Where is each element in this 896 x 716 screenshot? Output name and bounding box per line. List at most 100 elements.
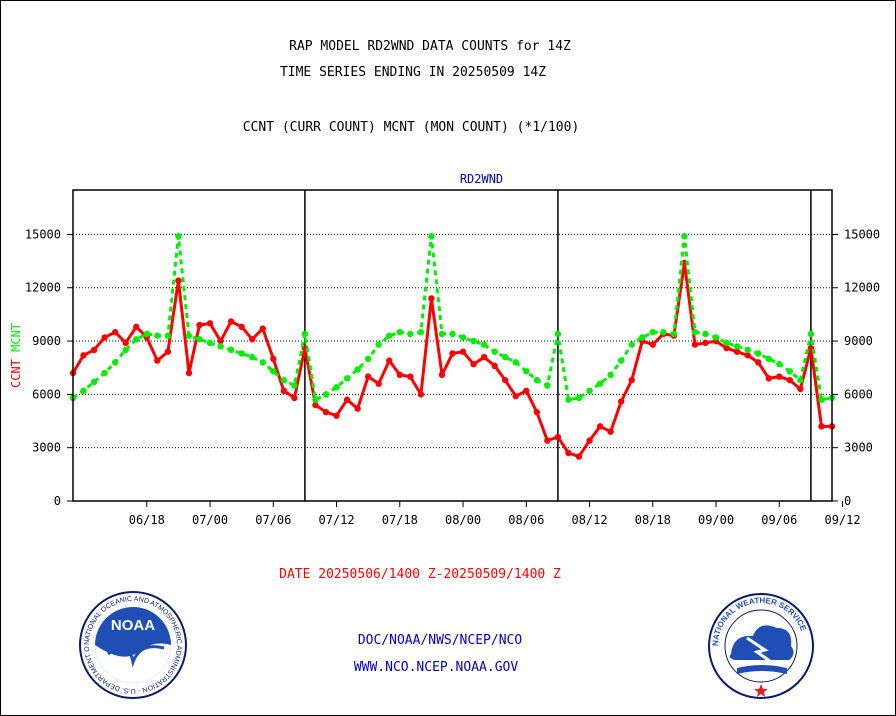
mcnt-data-point: [396, 328, 403, 336]
ccnt-data-point: [786, 376, 794, 384]
website-link[interactable]: WWW.NCO.NCEP.NOAA.GOV: [353, 660, 519, 675]
chart-svg: 0 0 3000 3000 6000 6000 9000 9000 12000 12000 1500…: [9, 172, 880, 527]
ccnt-data-point: [111, 328, 119, 336]
mcnt-data-point: [712, 334, 720, 341]
x-tick-label: 07/00: [192, 513, 228, 527]
mcnt-data-point: [586, 387, 593, 395]
ccnt-data-point: [691, 341, 699, 348]
ccnt-data-point: [259, 325, 266, 332]
mcnt-data-point: [691, 328, 699, 336]
y-tick-label-left: 9000: [32, 334, 61, 348]
mcnt-data-point: [533, 376, 541, 384]
mcnt-data-point: [417, 328, 425, 336]
ccnt-data-point: [154, 357, 161, 364]
y-tick-label-right: 0: [844, 494, 851, 508]
ccnt-data-point: [354, 405, 361, 412]
ccnt-data-point: [755, 359, 762, 366]
mcnt-data-point: [723, 339, 730, 347]
mcnt-data-point: [364, 355, 372, 363]
mcnt-data-point: [639, 334, 646, 341]
ccnt-data-point: [322, 408, 330, 416]
mcnt-data-point: [554, 330, 562, 338]
mcnt-data-point: [386, 332, 393, 339]
ccnt-data-point: [80, 352, 87, 359]
mcnt-data-point: [270, 368, 277, 375]
mcnt-data-point: [575, 394, 583, 402]
mcnt-data-point: [143, 330, 150, 338]
mcnt-data-point: [259, 359, 266, 366]
ccnt-data-point: [512, 392, 519, 400]
ccnt-data-point: [544, 437, 551, 444]
mcnt-data-point: [175, 233, 182, 240]
mcnt-data-point: [660, 328, 667, 336]
y-tick-label-right: 12000: [844, 281, 880, 295]
y-tick-label-right: 15000: [844, 227, 880, 241]
mcnt-data-point: [807, 330, 815, 338]
x-tick-label: 07/18: [382, 513, 418, 527]
ccnt-data-point: [364, 373, 372, 380]
y-tick-label-left: 3000: [32, 441, 61, 455]
ccnt-data-point: [133, 323, 140, 331]
mcnt-data-point: [249, 353, 256, 361]
ccnt-data-point: [90, 346, 98, 354]
y-axis-label-mcnt: MCNT: [9, 323, 23, 352]
ccnt-data-point: [428, 295, 435, 302]
mcnt-data-point: [407, 330, 414, 338]
ccnt-data-point: [217, 337, 224, 345]
ccnt-data-point: [449, 350, 456, 357]
mcnt-data-point: [301, 330, 309, 338]
ccnt-data-point: [523, 387, 530, 395]
ccnt-data-point: [164, 348, 172, 355]
mcnt-data-point: [154, 332, 161, 339]
y-tick-label-right: 3000: [844, 441, 873, 455]
ccnt-data-point: [396, 371, 403, 379]
ccnt-data-point: [491, 362, 498, 370]
mcnt-data-point: [375, 341, 382, 348]
mcnt-data-point: [280, 376, 288, 384]
x-tick-label: 06/18: [129, 513, 165, 527]
ccnt-data-point: [554, 433, 562, 441]
ccnt-data-point: [586, 437, 593, 444]
ccnt-data-point: [227, 318, 235, 325]
ccnt-data-point: [733, 348, 741, 355]
ccnt-data-point: [122, 339, 129, 347]
noaa-logo-text: NOAA: [111, 617, 155, 634]
x-tick-label: 08/18: [635, 513, 671, 527]
ccnt-data-point: [818, 423, 825, 430]
org-path-link[interactable]: DOC/NOAA/NWS/NCEP/NCO: [357, 633, 523, 648]
mcnt-data-point: [164, 332, 172, 339]
ccnt-data-point: [480, 353, 488, 361]
ccnt-data-point: [565, 449, 572, 457]
ccnt-data-point: [312, 401, 319, 409]
ccnt-data-point: [533, 408, 541, 416]
mcnt-data-point: [596, 380, 604, 387]
y-tick-label-left: 15000: [25, 227, 61, 241]
y-axis-label-ccnt: CCNT: [9, 352, 23, 388]
mcnt-data-point: [90, 378, 98, 386]
mcnt-data-point: [101, 369, 108, 377]
ccnt-data-point: [375, 380, 382, 387]
mcnt-data-point: [617, 357, 625, 364]
ccnt-data-point: [249, 336, 256, 343]
noaa-logo: NOAA NATIONAL OCEANIC AND ATMOSPHERIC AD…: [78, 590, 187, 699]
mcnt-data-point: [312, 396, 319, 403]
ccnt-data-point: [502, 376, 509, 384]
mcnt-data-point: [470, 337, 477, 345]
ccnt-data-point: [291, 394, 298, 402]
mcnt-data-point: [755, 350, 762, 357]
mcnt-data-point: [765, 355, 772, 363]
ccnt-data-point: [723, 344, 730, 352]
ccnt-data-point: [797, 385, 804, 393]
x-tick-label: 09/06: [761, 513, 797, 527]
mcnt-data-point: [291, 382, 298, 389]
ccnt-data-point: [417, 391, 425, 398]
ccnt-data-point: [575, 453, 583, 460]
ccnt-data-point: [206, 320, 214, 327]
mcnt-data-point: [523, 368, 530, 375]
mcnt-data-point: [544, 382, 551, 389]
ccnt-series-line: [71, 261, 832, 459]
x-tick-label: 08/06: [508, 513, 544, 527]
ccnt-data-point: [386, 357, 393, 364]
ccnt-data-point: [628, 376, 635, 384]
y-tick-label-right: 9000: [844, 334, 873, 348]
